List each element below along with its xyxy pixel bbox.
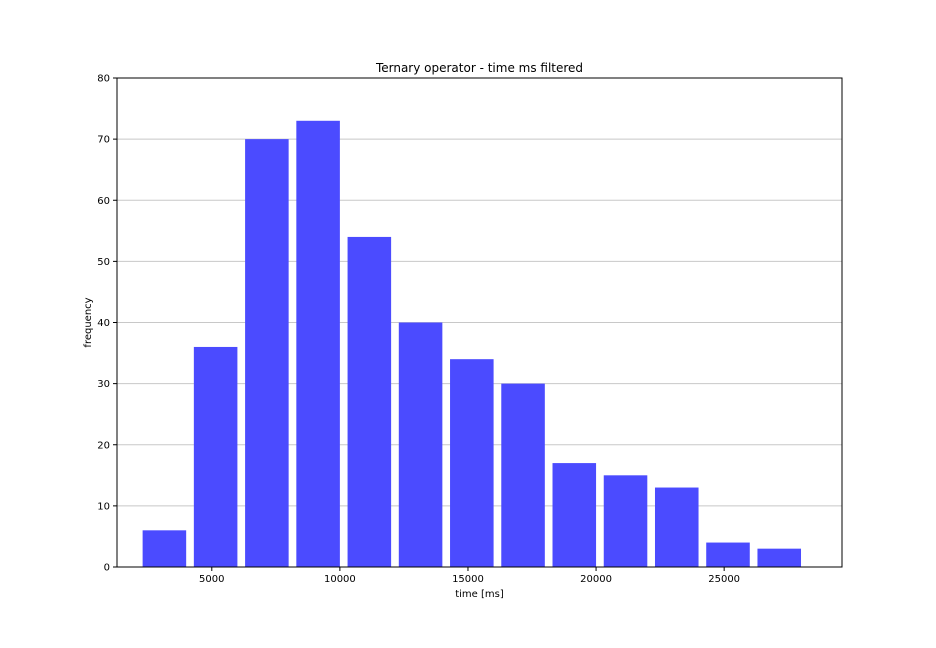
y-tick-label: 30 [97,379,110,390]
y-axis-label: frequency [83,297,94,347]
histogram-bar [654,487,699,567]
histogram-bar [142,530,187,567]
x-tick-label: 5000 [199,574,224,585]
histogram-bar [296,120,340,567]
y-tick-label: 50 [97,257,110,268]
y-tick-label: 20 [97,440,110,451]
x-axis-ticks: 5000 10000 15000 20000 25000 [199,567,740,585]
x-tick-label: 15000 [452,574,484,585]
x-tick-label: 10000 [324,574,356,585]
histogram-bar [193,346,238,567]
histogram-bar [757,548,802,567]
histogram-bar [706,542,750,567]
chart-title: Ternary operator - time ms filtered [375,61,583,75]
y-axis-ticks: 0 10 20 30 40 50 60 70 80 [97,74,117,574]
histogram-bar [603,475,648,567]
x-axis-label: time [ms] [455,589,504,600]
x-tick-label: 25000 [708,574,740,585]
y-tick-label: 0 [104,563,110,574]
histogram-bar [552,463,597,567]
histogram-bar [245,139,289,567]
bars [142,120,802,568]
x-tick-label: 20000 [580,574,612,585]
y-tick-label: 40 [97,318,110,329]
histogram-bar [450,359,494,567]
y-tick-label: 70 [97,135,110,146]
y-tick-label: 80 [97,74,110,85]
histogram-bar [398,322,443,567]
histogram-bar [347,236,392,568]
y-tick-label: 10 [97,501,110,512]
histogram-bar [501,383,545,567]
y-tick-label: 60 [97,196,110,207]
